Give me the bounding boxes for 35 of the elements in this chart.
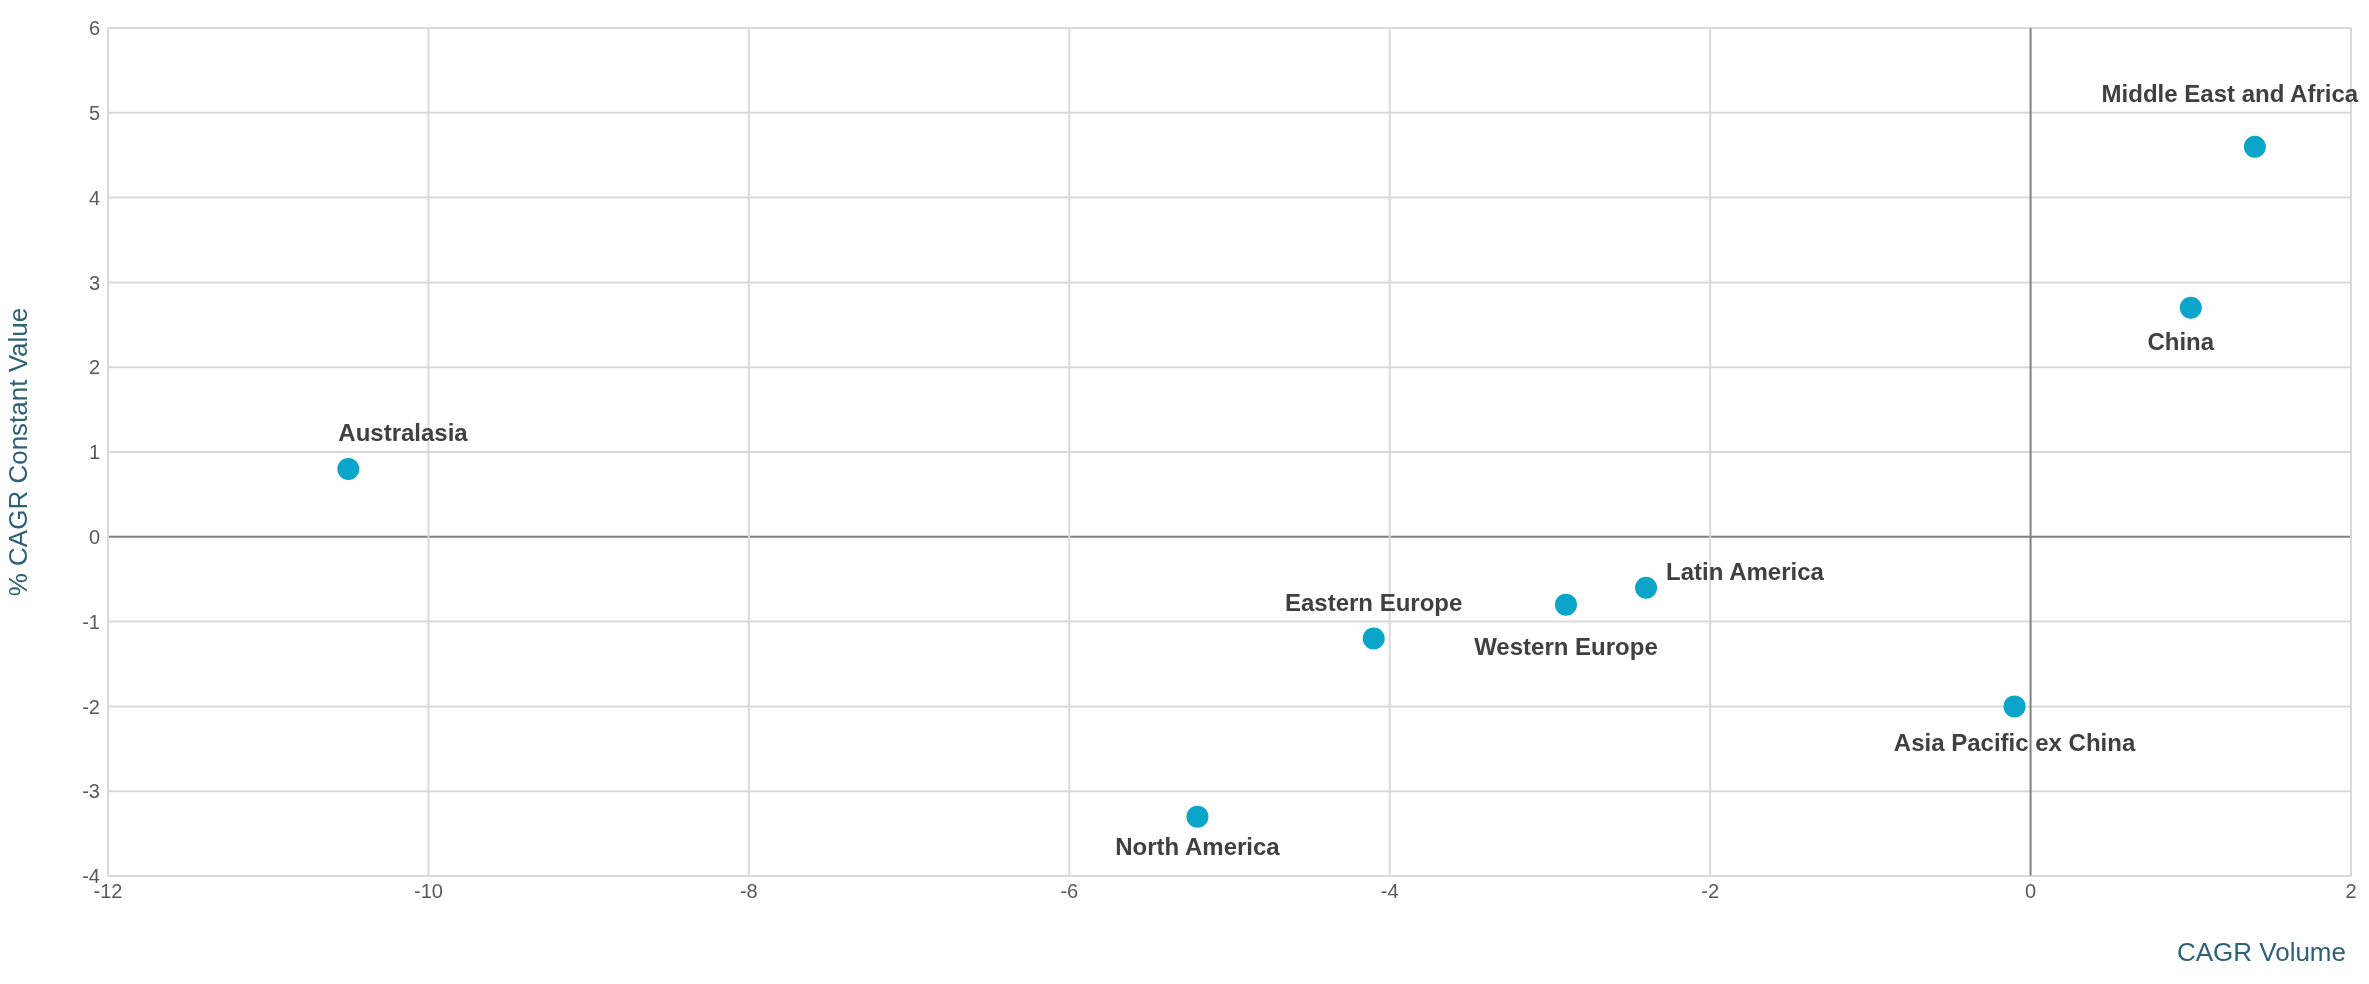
y-tick-label: 1 <box>88 441 100 464</box>
annotation: Latin America <box>1666 557 1825 585</box>
x-tick-label: -8 <box>739 880 758 903</box>
annotation: Australasia <box>338 418 469 446</box>
point <box>1635 576 1658 599</box>
x-tick-label: -6 <box>1060 880 1079 903</box>
x-tick-label: 2 <box>2345 880 2357 903</box>
x-tick-label: -10 <box>413 880 443 903</box>
annotation: Middle East and Africa <box>2101 79 2359 107</box>
y-tick-label: 4 <box>88 186 100 209</box>
annotation: Eastern Europe <box>1285 588 1463 616</box>
y-tick-label: 5 <box>88 101 100 124</box>
annotation: Western Europe <box>1474 632 1658 660</box>
x-tick-label: -2 <box>1701 880 1720 903</box>
y-tick-label: -3 <box>82 780 100 803</box>
annotation: North America <box>1115 832 1281 860</box>
annotation: China <box>2147 327 2215 355</box>
y-tick-label: 6 <box>88 17 100 40</box>
point <box>1362 627 1385 650</box>
point <box>2179 296 2202 319</box>
y-tick-label: 2 <box>88 356 100 379</box>
point <box>337 457 360 480</box>
x-axis-title: CAGR Volume <box>2176 937 2346 967</box>
x-tick-label: -4 <box>1380 880 1399 903</box>
point <box>1554 593 1577 616</box>
y-axis-title: % CAGR Constant Value <box>3 307 34 597</box>
point <box>2003 695 2026 718</box>
point <box>2243 135 2266 158</box>
y-tick-label: -1 <box>82 610 100 633</box>
x-tick-label: 0 <box>2025 880 2037 903</box>
y-tick-label: 0 <box>88 525 100 548</box>
y-tick-label: -2 <box>82 695 100 718</box>
y-tick-label: 3 <box>88 271 100 294</box>
annotation: Asia Pacific ex China <box>1893 729 2136 757</box>
point <box>1186 805 1209 828</box>
